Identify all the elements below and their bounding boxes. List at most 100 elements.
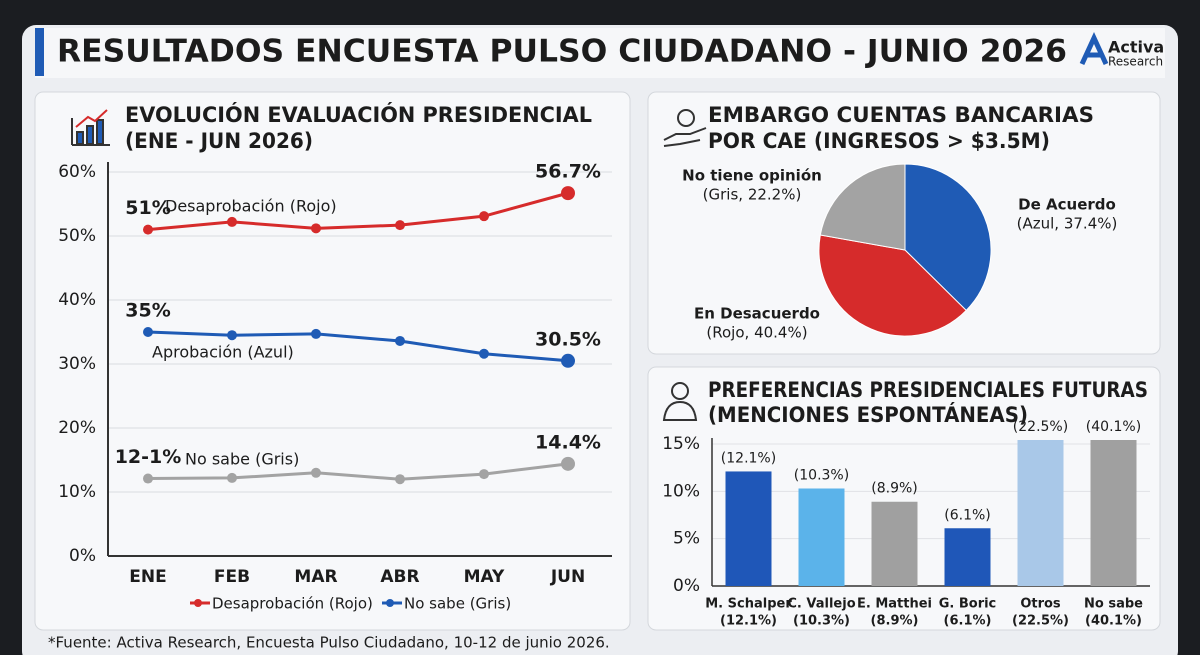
x-tick-label: C. Vallejo: [787, 597, 855, 612]
legend-label: No sabe (Gris): [404, 595, 511, 613]
data-point: [561, 186, 575, 201]
y-tick-label: 10%: [58, 482, 96, 502]
x-tick-label: G. Boric: [939, 597, 997, 612]
icon-money: [663, 109, 707, 147]
pie-slice: [819, 163, 906, 251]
bar: [1017, 440, 1064, 586]
panel-title: (MENCIONES ESPONTÁNEAS): [708, 402, 1028, 427]
panel-title: EVOLUCIÓN EVALUACIÓN PRESIDENCIAL: [125, 102, 592, 127]
data-point: [479, 348, 489, 359]
x-tick-label: Otros: [1020, 597, 1061, 612]
data-point: [561, 456, 575, 471]
pie-slice: [818, 234, 967, 337]
legend-swatch: [194, 599, 202, 607]
x-tick-label: M. Schalper: [705, 597, 792, 612]
data-label: 12-1%: [115, 446, 182, 468]
bar: [871, 501, 918, 586]
slice-value: (Azul, 37.4%): [1017, 215, 1118, 233]
data-point: [479, 469, 489, 480]
bar: [944, 528, 991, 586]
y-tick-label: 20%: [58, 418, 96, 438]
legend-swatch: [386, 599, 394, 607]
data-point: [227, 330, 237, 341]
y-tick-label: 60%: [58, 162, 96, 182]
data-label: 35%: [125, 300, 170, 322]
data-label: 14.4%: [535, 431, 601, 453]
x-tick-sublabel: (40.1%): [1085, 614, 1142, 629]
y-tick-label: 30%: [58, 354, 96, 374]
slice-label: En Desacuerdo: [694, 305, 820, 323]
page-title: RESULTADOS ENCUESTA PULSO CIUDADANO - JU…: [57, 34, 1067, 70]
icon-person: [662, 382, 698, 421]
data-label: 30.5%: [535, 328, 601, 350]
x-tick-label: No sabe: [1084, 597, 1143, 612]
panel-title: PREFERENCIAS PRESIDENCIALES FUTURAS: [708, 378, 1148, 402]
data-label: 56.7%: [535, 161, 601, 183]
data-point: [227, 216, 237, 227]
data-point: [479, 211, 489, 222]
series-line: [147, 191, 569, 232]
data-label: (8.9%): [871, 481, 918, 497]
data-point: [395, 220, 405, 231]
data-label: 51%: [125, 197, 170, 219]
logo-icon: [1079, 32, 1109, 66]
data-label: (40.1%): [1086, 419, 1141, 435]
slice-value: (Gris, 22.2%): [703, 186, 802, 204]
data-point: [311, 467, 321, 478]
series-label: No sabe (Gris): [185, 450, 299, 469]
data-point: [227, 472, 237, 483]
title-bar: [35, 28, 1165, 78]
logo-name: Activa: [1108, 38, 1164, 57]
bar: [1090, 440, 1137, 586]
x-tick-label: E. Matthei: [857, 597, 932, 612]
y-tick-label: 50%: [58, 226, 96, 246]
data-label: (22.5%): [1013, 419, 1068, 435]
slice-value: (Rojo, 40.4%): [706, 324, 807, 342]
bar: [798, 488, 845, 586]
panel-title: (ENE - JUN 2026): [125, 129, 313, 153]
x-tick-sublabel: (8.9%): [871, 614, 919, 629]
x-tick-label: JUN: [550, 567, 585, 587]
x-tick-sublabel: (6.1%): [944, 614, 992, 629]
data-point: [395, 474, 405, 485]
x-tick-sublabel: (12.1%): [720, 614, 777, 629]
y-tick-label: 10%: [662, 481, 700, 501]
slice-label: De Acuerdo: [1018, 196, 1116, 214]
panel-title: EMBARGO CUENTAS BANCARIAS: [708, 103, 1094, 127]
y-tick-label: 0%: [69, 546, 96, 566]
logo-sub: Research: [1108, 55, 1163, 69]
x-tick-sublabel: (10.3%): [793, 614, 850, 629]
series-label: Aprobación (Azul): [152, 343, 294, 362]
y-tick-label: 40%: [58, 290, 96, 310]
data-label: (6.1%): [944, 507, 991, 523]
icon-trend: [71, 109, 110, 146]
slice-label: No tiene opinión: [682, 167, 822, 185]
data-label: (10.3%): [794, 467, 849, 483]
series-line: [147, 330, 569, 363]
source-note: *Fuente: Activa Research, Encuesta Pulso…: [48, 634, 610, 652]
x-tick-label: ENE: [129, 567, 166, 587]
y-tick-label: 5%: [673, 529, 700, 549]
data-point: [311, 223, 321, 234]
series-line: [147, 462, 569, 481]
bar: [725, 471, 772, 586]
data-point: [395, 335, 405, 346]
data-point: [143, 224, 153, 235]
x-tick-label: MAR: [294, 567, 337, 587]
x-tick-label: FEB: [214, 567, 250, 587]
y-tick-label: 15%: [662, 434, 700, 454]
x-tick-sublabel: (22.5%): [1012, 614, 1069, 629]
title-accent: [35, 28, 44, 76]
legend-label: Desaprobación (Rojo): [212, 595, 373, 613]
x-tick-label: ABR: [380, 567, 419, 587]
pie-slice: [904, 163, 992, 312]
series-label: Desaprobación (Rojo): [165, 197, 337, 216]
x-tick-label: MAY: [464, 567, 505, 587]
data-point: [143, 473, 153, 484]
data-point: [143, 327, 153, 337]
panel-title: POR CAE (INGRESOS > $3.5M): [708, 129, 1050, 153]
data-point: [311, 328, 321, 339]
data-point: [561, 353, 575, 368]
data-label: (12.1%): [721, 450, 776, 466]
